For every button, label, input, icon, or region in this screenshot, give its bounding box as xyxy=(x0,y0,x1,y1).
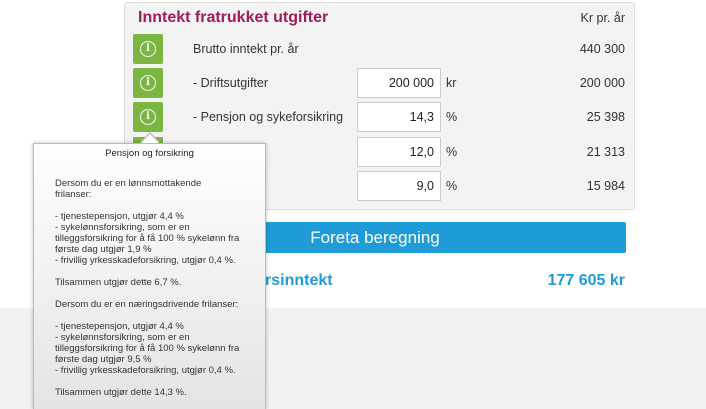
info-button[interactable]: i xyxy=(133,34,163,64)
row-value: 21 313 xyxy=(586,145,625,159)
tooltip-line: - tjenestepensjon, utgjør 4,4 % xyxy=(55,211,184,222)
row-operating-expenses: i - Driftsutgifter kr 200 000 xyxy=(0,68,706,99)
info-tooltip: Pensjon og forsikring Dersom du er en lø… xyxy=(33,143,266,409)
tooltip-arrow xyxy=(141,134,159,143)
info-circle-icon: i xyxy=(140,109,156,125)
column-header: Kr pr. år xyxy=(580,11,625,25)
row-unit: kr xyxy=(446,76,457,90)
pension-insurance-input[interactable] xyxy=(357,102,441,132)
info-button[interactable]: i xyxy=(133,68,163,98)
row-value: 25 398 xyxy=(586,110,625,124)
tooltip-line: Dersom du er en lønnsmottakende xyxy=(55,178,202,189)
operating-expenses-input[interactable] xyxy=(357,68,441,98)
row-unit: % xyxy=(446,179,458,193)
tooltip-line: - frivillig yrkesskadeforsikring, utgjør… xyxy=(55,365,236,376)
tooltip-line: - frivillig yrkesskadeforsikring, utgjør… xyxy=(55,255,236,266)
row-percent-3: % 21 313 xyxy=(0,137,706,168)
tooltip-title: Pensjon og forsikring xyxy=(105,148,194,159)
tooltip-line: Tilsammen utgjør dette 14,3 %. xyxy=(55,387,187,398)
panel-title: Inntekt fratrukket utgifter xyxy=(138,9,329,26)
tooltip-line: frilanser: xyxy=(55,189,92,200)
row-value: 440 300 xyxy=(579,42,625,56)
tooltip-line: første dag utgjør 1,9 % xyxy=(55,244,152,255)
tooltip-line: tilleggsforsikring for å få 100 % sykelø… xyxy=(55,233,240,244)
info-circle-icon: i xyxy=(140,41,156,57)
tooltip-line: Dersom du er en næringsdrivende frilanse… xyxy=(55,299,239,310)
row-value: 200 000 xyxy=(579,76,625,90)
tooltip-body: Dersom du er en lønnsmottakende frilanse… xyxy=(55,178,265,398)
tooltip-line: - tjenestepensjon, utgjør 4,4 % xyxy=(55,321,184,332)
tooltip-line: Tilsammen utgjør dette 6,7 %. xyxy=(55,277,182,288)
row-label: Brutto inntekt pr. år xyxy=(193,42,299,56)
info-button[interactable]: i xyxy=(133,102,163,132)
percent-input-4[interactable] xyxy=(357,171,441,201)
tooltip-line: - sykelønnsforsikring, som er en xyxy=(55,332,190,343)
row-unit: % xyxy=(446,145,458,159)
result-value: 177 605 kr xyxy=(547,272,625,289)
tooltip-line: - sykelønnsforsikring, som er en xyxy=(55,222,190,233)
row-value: 15 984 xyxy=(586,179,625,193)
percent-input-3[interactable] xyxy=(357,137,441,167)
tooltip-line: første dag utgjør 9,5 % xyxy=(55,354,152,365)
row-label: - Driftsutgifter xyxy=(193,76,269,90)
tooltip-line: tilleggsforsikring for å få 100 % sykelø… xyxy=(55,343,240,354)
row-pension-insurance: i - Pensjon og sykeforsikring % 25 398 xyxy=(0,102,706,133)
row-unit: % xyxy=(446,110,458,124)
info-circle-icon: i xyxy=(140,75,156,91)
result-label: rsinntekt xyxy=(265,272,333,289)
row-percent-4: % 15 984 xyxy=(0,171,706,202)
row-label: - Pensjon og sykeforsikring xyxy=(193,110,344,124)
row-gross-income: i Brutto inntekt pr. år 440 300 xyxy=(0,34,706,65)
